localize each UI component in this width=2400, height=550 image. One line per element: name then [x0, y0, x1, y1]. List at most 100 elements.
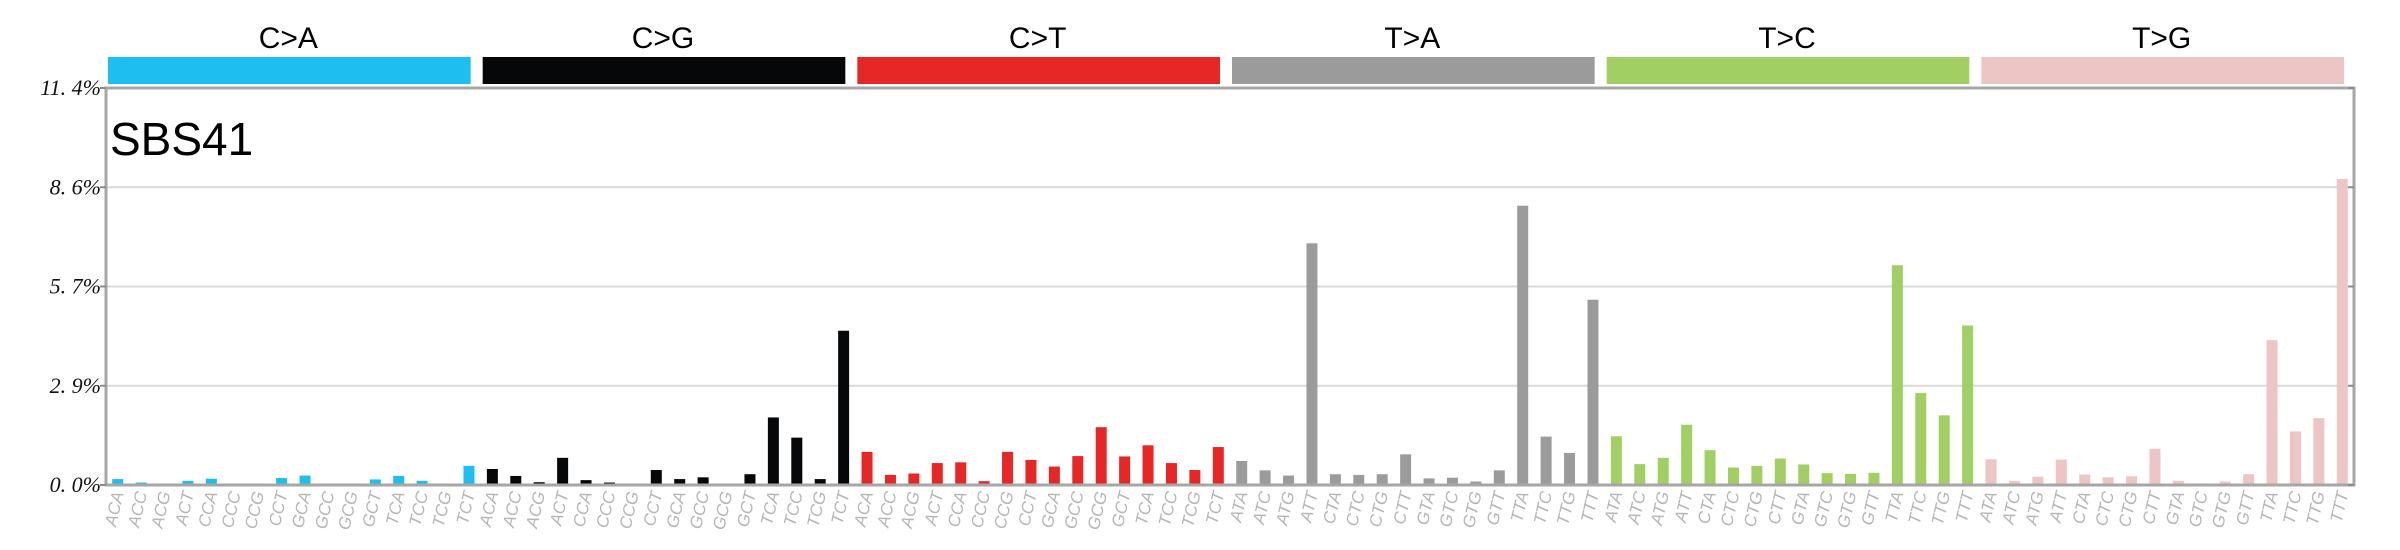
bar-ttoa-gtc [1446, 477, 1458, 485]
x-tick-label: ACA [476, 490, 503, 529]
bar-ctot-tca [1142, 445, 1154, 485]
x-tick-label: TTT [1577, 488, 1603, 524]
bar-ttog-atg [2032, 476, 2044, 485]
x-tick-label: ATG [1272, 490, 1298, 528]
x-tick-label: GTG [1834, 490, 1861, 530]
x-tick-label: CTA [2069, 490, 2095, 526]
bar-ttog-tta [2266, 340, 2278, 485]
x-tick-label: TTG [2303, 490, 2329, 527]
bar-ttoc-ctt [1774, 458, 1786, 485]
bar-ttog-ctc [2102, 477, 2114, 485]
y-tick-label: 2. 9% [50, 373, 101, 398]
bar-ctoa-act [182, 480, 194, 485]
bar-ctot-gcg [1095, 427, 1107, 485]
bar-ttog-cta [2079, 474, 2091, 485]
bar-ttoc-atc [1634, 464, 1646, 485]
bar-ctog-tcg [814, 479, 826, 485]
x-tick-label: TTT [1952, 488, 1978, 524]
bar-ctog-cct [650, 470, 662, 485]
x-tick-label: TTC [1905, 489, 1931, 526]
bar-ttoc-gtc [1821, 473, 1833, 485]
x-tick-label: ACT [921, 488, 948, 528]
y-tick-label: 11. 4% [40, 75, 101, 100]
bar-ttog-ttt [2336, 178, 2348, 486]
bar-ttoa-atg [1283, 475, 1295, 485]
bar-ctot-tct [1212, 447, 1224, 485]
y-axis: 0. 0% 2. 9% 5. 7% 8. 6% 11. 4% [40, 75, 2354, 497]
bar-ctoa-gct [369, 479, 381, 485]
x-tick-label: TCA [1132, 490, 1158, 527]
bar-ctog-gct [744, 474, 756, 485]
mutation-type-headers: C>A C>G C>T T>A T>C T>G [108, 22, 2344, 84]
x-tick-label: CCG [241, 490, 268, 531]
bar-ttoa-cta [1329, 474, 1341, 485]
bar-ctot-acc [884, 474, 896, 485]
bar-ttoa-tta [1517, 205, 1529, 485]
x-tick-label: ATA [1226, 490, 1252, 525]
x-tick-label: CCA [944, 490, 971, 529]
bar-ctog-tct [838, 330, 850, 485]
bar-ctog-tca [767, 417, 779, 485]
bar-ttoa-ctc [1353, 474, 1365, 485]
x-tick-label: CTG [1740, 490, 1767, 529]
x-tick-label: ATA [1975, 490, 2001, 525]
bar-ttog-ata [1985, 459, 1997, 485]
x-tick-label: TTC [1530, 489, 1556, 526]
x-tick-label: TTG [1553, 490, 1579, 527]
y-tick-label: 8. 6% [50, 174, 101, 199]
bar-ttoa-ata [1236, 460, 1248, 485]
bar-ttoa-ttc [1540, 436, 1552, 485]
x-tick-label: ATC [1249, 489, 1275, 527]
x-tick-label: ATT [1671, 488, 1697, 525]
bar-ctot-gca [1048, 466, 1060, 485]
bar-ctog-gcc [697, 477, 709, 485]
x-tick-label: GTA [2162, 490, 2188, 527]
y-tick-label: 5. 7% [50, 274, 101, 299]
x-tick-label: GTA [1788, 490, 1814, 527]
bar-ttoa-ctt [1400, 454, 1412, 485]
bar-ttoa-gtg [1470, 481, 1482, 485]
bar-ttoc-atg [1657, 457, 1669, 485]
x-tick-label: TCG [429, 490, 456, 529]
bar-ctot-tcg [1189, 470, 1201, 485]
bar-ctoa-gca [299, 475, 311, 485]
bar-ctog-cca [580, 480, 592, 485]
bar-ctoa-cct [276, 478, 288, 485]
bar-ttoa-ttg [1564, 452, 1576, 485]
x-tick-label: CTT [1764, 488, 1790, 526]
bar-ctoa-aca [112, 479, 124, 485]
group-label-ttog: T>G [2132, 22, 2191, 55]
bar-ctot-ccc [978, 481, 990, 485]
x-tick-label: TCC [780, 489, 807, 528]
bar-ttoa-ttt [1587, 299, 1599, 485]
bar-ttoa-ctg [1376, 474, 1388, 485]
x-tick-label: CTT [2139, 488, 2165, 526]
x-tick-label: TCT [453, 488, 479, 526]
x-tick-label: CCT [265, 488, 292, 528]
bar-ctog-aca [486, 468, 498, 485]
x-tick-label: TCT [828, 488, 854, 526]
bar-ttog-ctg [2126, 476, 2138, 485]
x-tick-label: TCG [1178, 490, 1205, 529]
bar-ttog-gtt [2243, 474, 2255, 485]
x-tick-label: GTC [1810, 489, 1837, 529]
bar-ttoc-tta [1891, 265, 1903, 485]
bar-ttog-atc [2008, 480, 2020, 485]
group-label-ctoa: C>A [259, 22, 318, 55]
bar-ttog-att [2055, 459, 2067, 485]
x-tick-label: GTT [1483, 488, 1510, 527]
x-tick-label: TCC [1155, 489, 1182, 528]
x-tick-label: CTC [1342, 489, 1369, 528]
bar-ttoc-gtt [1868, 472, 1880, 485]
bar-ctog-act [557, 457, 569, 485]
group-bar-ttog [1981, 57, 2344, 84]
x-tick-label: ACT [171, 488, 198, 528]
bar-ctot-tcc [1165, 463, 1177, 485]
bar-ctot-gct [1119, 456, 1131, 485]
y-tick-label: 0. 0% [50, 472, 101, 497]
x-tick-label: GTG [2208, 490, 2235, 530]
signature-title: SBS41 [110, 113, 253, 165]
x-tick-label: GCA [663, 490, 690, 530]
x-axis: ACAACCACGACTCCACCCCCGCCTGCAGCCGCGGCTTCAT… [101, 488, 2353, 532]
